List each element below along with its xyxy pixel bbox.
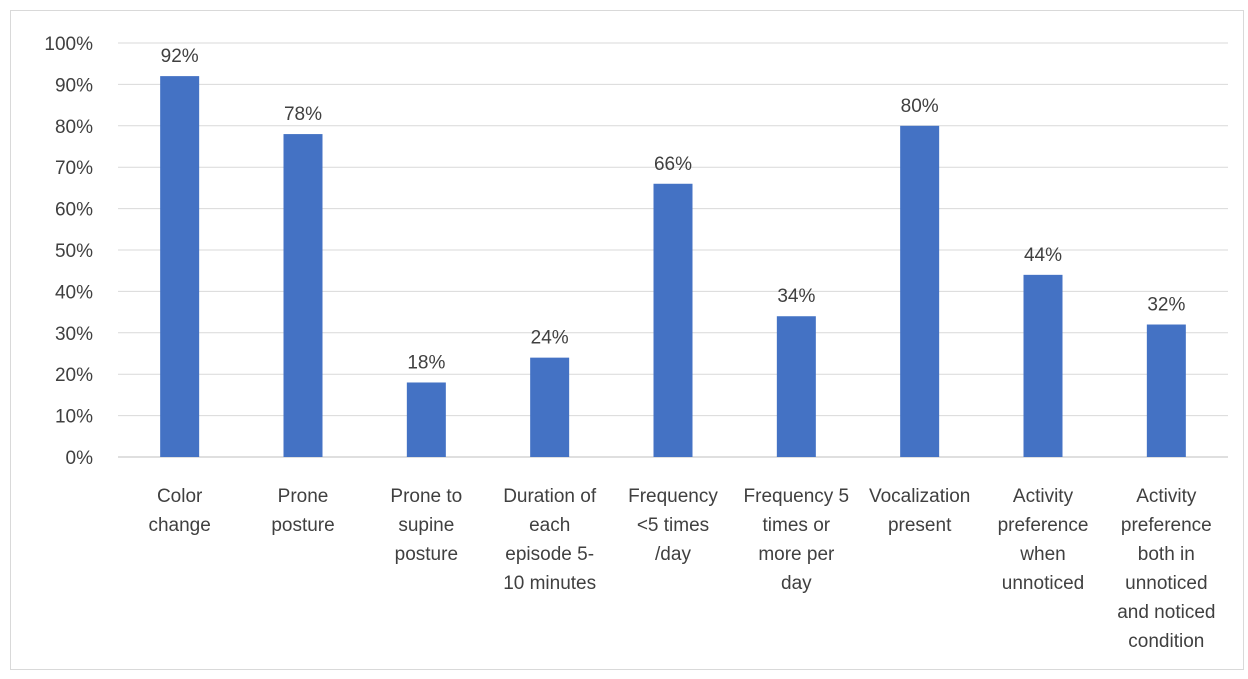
y-tick-label: 90% [55,75,93,96]
x-tick-label: Frequency <5 times/day [628,486,718,565]
y-tick-label: 40% [55,282,93,303]
x-tick-label: Color change [148,486,210,536]
y-tick-label: 20% [55,365,93,386]
data-label: 24% [531,328,569,349]
data-label: 66% [654,154,692,175]
x-tick-label: Prone to supine posture [390,486,462,565]
data-label: 32% [1147,295,1185,316]
data-label: 44% [1024,245,1062,266]
y-tick-label: 50% [55,241,93,262]
bar [653,183,693,457]
y-tick-label: 70% [55,158,93,179]
bar [283,134,323,457]
y-tick-label: 60% [55,200,93,221]
y-tick-label: 100% [44,34,93,55]
x-tick-label: Frequency 5 times or more per day [744,486,850,594]
x-tick-label: Prone posture [271,486,334,536]
bar [776,316,816,457]
data-label: 18% [407,352,445,373]
bar [1023,274,1063,457]
bar [160,76,200,458]
x-tick-label: Activity preference both in unnoticed and no… [1117,486,1215,652]
data-label: 34% [777,286,815,307]
x-tick-label: Activity preference when unnoticed [998,486,1089,594]
y-tick-label: 0% [66,448,94,469]
bar [1146,324,1186,457]
bar [406,382,446,457]
bar [900,125,940,458]
data-label: 92% [161,46,199,67]
data-label: 78% [284,104,322,125]
bar [530,357,570,457]
x-tick-label: Duration of each episode 5-10 minutes [503,486,597,594]
y-tick-label: 80% [55,117,93,138]
x-tick-label: Vocalization present [869,486,970,536]
y-tick-label: 30% [55,324,93,345]
y-tick-label: 10% [55,407,93,428]
data-label: 80% [901,96,939,117]
